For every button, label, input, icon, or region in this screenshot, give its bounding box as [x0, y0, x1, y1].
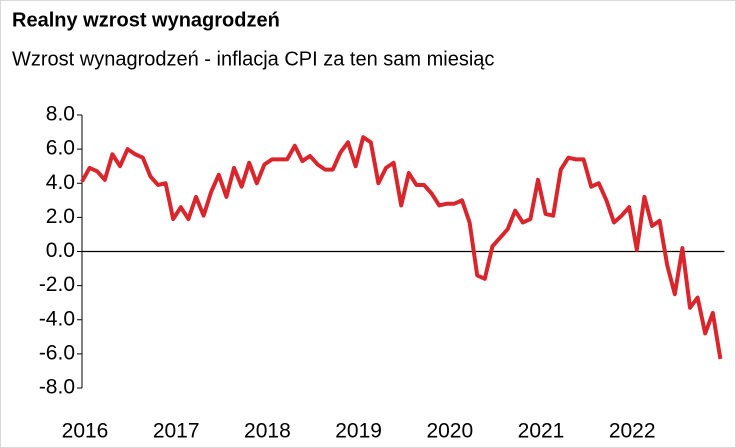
data-line: [80, 135, 723, 360]
x-tick-label: 2018: [244, 420, 291, 443]
y-tick-label: -4.0: [39, 307, 75, 330]
y-tick-label: 0.0: [46, 239, 75, 262]
x-tick-label: 2016: [62, 420, 109, 443]
y-tick-label: -2.0: [39, 273, 75, 296]
x-tick-label: 2022: [609, 420, 656, 443]
x-tick-label: 2020: [426, 420, 473, 443]
x-tick-label: 2017: [153, 420, 200, 443]
y-tick-label: -8.0: [39, 376, 75, 399]
x-tick-label: 2021: [518, 420, 565, 443]
y-tick-label: 8.0: [46, 103, 75, 126]
y-tick-label: 6.0: [46, 137, 75, 160]
y-tick-label: -6.0: [39, 341, 75, 364]
chart-subtitle: Wzrost wynagrodzeń - inflacja CPI za ten…: [12, 48, 494, 70]
chart-title: Realny wzrost wynagrodzeń: [12, 9, 280, 31]
x-tick-label: 2019: [335, 420, 382, 443]
y-tick-label: 2.0: [46, 205, 75, 228]
y-tick-label: 4.0: [46, 171, 75, 194]
